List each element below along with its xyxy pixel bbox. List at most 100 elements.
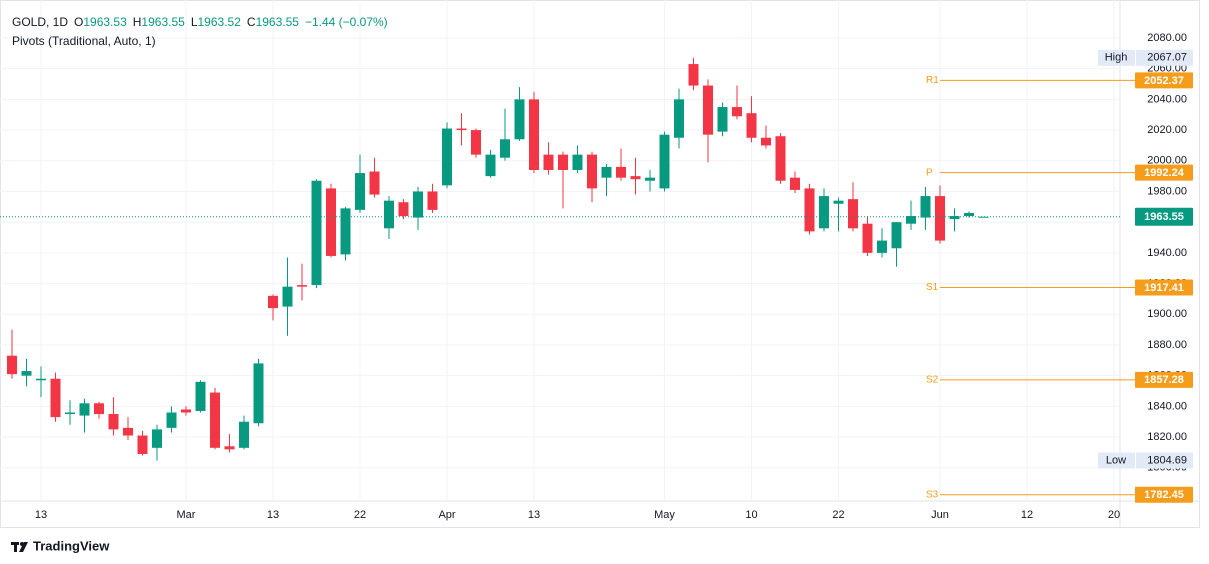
y-tick-label: 1940.00 [1147, 247, 1187, 259]
logo-part [19, 542, 28, 552]
pivot-value-box [1135, 486, 1193, 503]
candle-body [340, 208, 351, 255]
marker-value-box [1136, 452, 1193, 469]
candle-body [906, 216, 916, 224]
candle-body [108, 414, 119, 430]
candle-body [36, 378, 46, 381]
header-value: 1963.53 [83, 15, 127, 29]
header-label: O [74, 15, 83, 29]
brand-logo [11, 542, 28, 552]
header-label: L [191, 15, 198, 29]
candle-body [761, 137, 771, 146]
candle-body [485, 154, 496, 177]
candle-body [268, 295, 278, 309]
pivot-value-box [1135, 164, 1193, 181]
marker-name: Low [1106, 454, 1126, 466]
header-label: H [133, 15, 142, 29]
change: −1.44 (−0.07%) [305, 15, 388, 29]
y-tick-label: 2080.00 [1147, 32, 1187, 44]
candle-body [819, 196, 829, 229]
last-price-label: 1963.55 [1144, 211, 1184, 223]
pivot-name: S2 [926, 374, 939, 385]
candle-body [529, 99, 539, 170]
y-tick-label: 1820.00 [1147, 431, 1187, 443]
candle-body [558, 154, 568, 170]
y-tick-label: 2020.00 [1147, 124, 1187, 136]
candle-body [848, 199, 858, 229]
marker-value: 2067.07 [1147, 52, 1187, 64]
pivot-value-box [1135, 72, 1193, 89]
candle-body [369, 171, 380, 195]
y-tick-label: 1880.00 [1147, 339, 1187, 351]
x-tick-label: Apr [438, 509, 455, 521]
candle-body [471, 130, 481, 155]
marker-name: High [1105, 52, 1128, 64]
brand: TradingView [33, 538, 110, 553]
candle-body [195, 381, 206, 411]
header: GOLD, 1D O1963.53 H1963.55 L1963.52 C1963.55… [12, 15, 388, 29]
candle-body [746, 113, 757, 138]
candle-body [7, 355, 17, 375]
pivot-name: S3 [926, 489, 939, 500]
labels: 1800.001820.001840.001860.001880.001900.… [35, 32, 1193, 521]
pivot-value: 1992.24 [1144, 167, 1185, 179]
symbol-title: GOLD, 1D [12, 15, 68, 29]
candle-body [804, 188, 815, 232]
candle-body [717, 107, 728, 132]
candle-body [543, 154, 554, 170]
y-tick-label: 1900.00 [1147, 308, 1187, 320]
candle-body [630, 176, 641, 180]
candle-body [964, 212, 974, 217]
x-tick-label: 22 [832, 509, 844, 521]
candle-body [587, 154, 597, 189]
candle-body [862, 223, 873, 253]
candle-body [877, 240, 887, 253]
candle-body [297, 285, 307, 287]
x-tick-label: 12 [1021, 509, 1033, 521]
x-tick-label: Jun [931, 509, 949, 521]
candle-body [384, 200, 394, 229]
candle-body [253, 363, 264, 424]
x-tick-label: 13 [35, 509, 47, 521]
x-tick-label: 13 [528, 509, 540, 521]
marker-name-box [1098, 49, 1135, 66]
y-tick-label: 1840.00 [1147, 400, 1187, 412]
candle-body [224, 446, 235, 450]
candle-body [398, 202, 409, 217]
candle-body [326, 188, 336, 256]
pivot-value: 2052.37 [1144, 75, 1184, 87]
candle-body [442, 128, 452, 186]
candle-body [311, 180, 322, 286]
candle-body [688, 64, 699, 86]
candle-body [572, 154, 583, 170]
x-tick-label: 20 [1108, 509, 1120, 521]
candle-body [775, 136, 786, 181]
candle-body [50, 378, 61, 418]
marker-value-box [1136, 49, 1193, 66]
pivot-name: P [926, 167, 933, 178]
pivot-value-box [1135, 279, 1193, 296]
y-tick-label: 2000.00 [1147, 155, 1187, 167]
y-tick-label: 2040.00 [1147, 93, 1187, 105]
candle-body [94, 403, 104, 415]
candle-body [21, 371, 32, 376]
x-tick-label: 22 [354, 509, 366, 521]
candle-body [514, 99, 525, 140]
candle-body [282, 286, 293, 307]
candle-body [790, 177, 800, 190]
candle-body [210, 392, 220, 448]
candle-body [935, 196, 945, 241]
candle-body [616, 166, 626, 178]
pivot-value: 1917.41 [1144, 282, 1184, 294]
x-tick-label: Mar [177, 509, 196, 521]
candle-body [427, 191, 438, 210]
candle-body [978, 216, 989, 218]
candle-body [123, 427, 133, 436]
header-value: 1963.55 [256, 15, 300, 29]
x-tick-label: 13 [267, 509, 279, 521]
y-tick-label: 1980.00 [1147, 185, 1187, 197]
candle-body [355, 173, 365, 210]
candle-body [645, 177, 655, 181]
last-price-box [1135, 207, 1193, 226]
